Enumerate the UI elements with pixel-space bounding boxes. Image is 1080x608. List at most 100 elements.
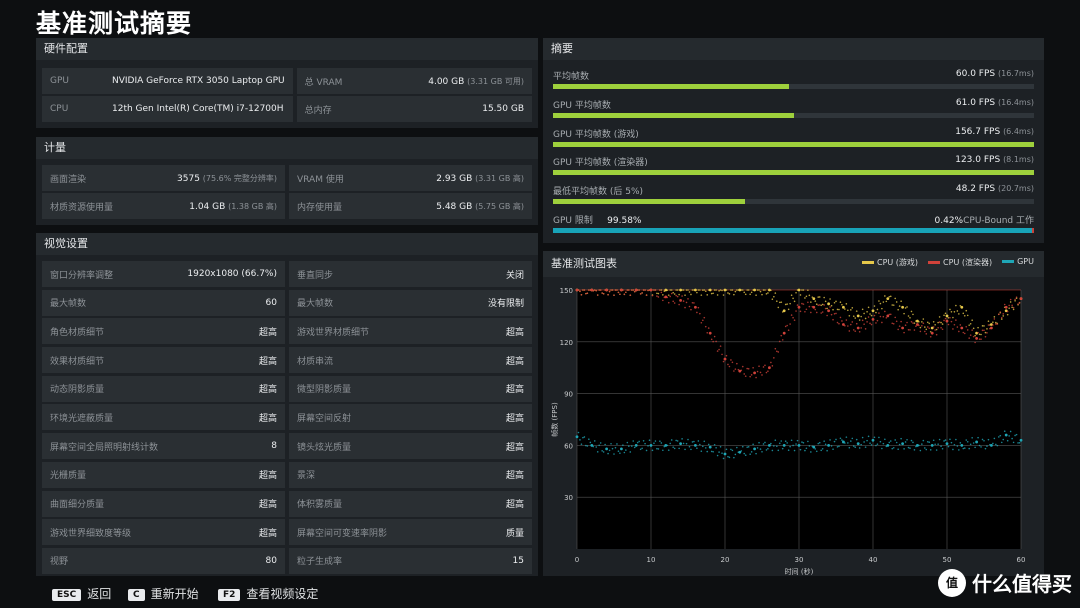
data-point — [734, 290, 737, 293]
setting-label: 曲面细分质量 — [50, 500, 105, 510]
legend-label: GPU — [1017, 257, 1034, 266]
data-point — [900, 300, 902, 303]
data-point — [697, 306, 700, 309]
data-point — [619, 452, 621, 454]
data-point — [845, 436, 848, 438]
data-point — [694, 444, 697, 447]
data-point — [747, 367, 750, 370]
setting-value: 80 — [265, 555, 277, 566]
data-point — [670, 289, 673, 291]
data-point — [706, 294, 709, 296]
data-point — [1008, 304, 1010, 307]
data-point — [673, 302, 676, 304]
data-point — [633, 446, 636, 449]
data-point — [836, 446, 839, 448]
data-point — [895, 320, 898, 323]
data-point — [588, 438, 590, 441]
data-point — [848, 314, 851, 317]
data-point — [1012, 441, 1015, 444]
data-point — [715, 289, 717, 291]
data-point — [787, 329, 790, 332]
data-point — [844, 308, 846, 310]
data-point — [634, 444, 638, 447]
legend-label: CPU (渲染器) — [943, 258, 993, 267]
data-point — [649, 288, 653, 292]
data-point — [832, 318, 834, 321]
hardware-panel: 硬件配置 GPU NVIDIA GeForce RTX 3050 Laptop G… — [36, 38, 538, 128]
summary-header: 摘要 — [543, 38, 1044, 60]
data-point — [995, 321, 997, 324]
legend-item: CPU (渲染器) — [928, 257, 992, 268]
data-point — [667, 449, 670, 451]
data-point — [778, 301, 781, 304]
esc-back-button[interactable]: ESC 返回 — [52, 585, 111, 602]
data-point — [841, 439, 843, 441]
data-point — [585, 444, 587, 447]
data-point — [836, 308, 839, 311]
data-point — [755, 452, 757, 455]
data-point — [750, 291, 753, 294]
data-point — [836, 321, 839, 324]
data-point — [681, 289, 683, 291]
data-point — [675, 289, 677, 291]
data-point — [662, 299, 664, 302]
data-point — [884, 295, 886, 297]
data-point — [704, 447, 707, 449]
data-point — [577, 289, 580, 291]
data-point — [773, 295, 775, 298]
data-point — [607, 452, 609, 455]
restart-button[interactable]: C 重新开始 — [128, 585, 199, 602]
data-point — [820, 304, 822, 307]
data-point — [664, 444, 668, 447]
watermark-logo: 值 — [938, 568, 966, 597]
data-point — [888, 295, 891, 298]
data-point — [799, 448, 802, 451]
data-point — [892, 304, 895, 306]
data-point — [818, 304, 821, 306]
data-point — [684, 294, 686, 296]
data-point — [980, 446, 982, 448]
data-point — [835, 312, 837, 315]
c-key: C — [128, 588, 145, 601]
setting-value: 质量 — [505, 528, 524, 539]
video-settings-button[interactable]: F2 查看视频设定 — [218, 585, 318, 602]
setting-value: 超高 — [505, 442, 524, 453]
data-point — [835, 300, 837, 303]
data-point — [876, 308, 879, 311]
summary-row: GPU 平均帧数 61.0 FPS (16.4ms) — [553, 95, 1034, 121]
data-point — [935, 333, 938, 336]
mat-value: 1.04 GB — [189, 201, 226, 212]
data-point — [789, 302, 791, 305]
data-point — [912, 313, 914, 316]
data-point — [786, 324, 788, 327]
data-point — [838, 308, 840, 311]
data-point — [799, 310, 802, 313]
data-point — [842, 305, 845, 309]
render-label: 画面渲染 — [50, 174, 87, 185]
data-point — [707, 443, 710, 446]
data-point — [708, 445, 712, 449]
data-point — [703, 289, 706, 291]
data-point — [934, 324, 936, 326]
data-point — [719, 445, 722, 448]
f2-label: 查看视频设定 — [246, 587, 319, 601]
data-point — [770, 442, 772, 445]
data-point — [875, 444, 877, 447]
data-point — [774, 347, 777, 350]
data-point — [864, 317, 867, 320]
setting-label: 微型阴影质量 — [297, 385, 352, 396]
data-point — [628, 445, 630, 447]
data-point — [996, 323, 999, 325]
data-point — [882, 315, 885, 318]
data-point — [904, 324, 907, 327]
data-point — [659, 289, 661, 291]
data-point — [589, 289, 592, 291]
data-point — [645, 294, 648, 296]
data-point — [929, 449, 932, 451]
data-point — [755, 376, 757, 379]
data-point — [648, 439, 651, 442]
data-point — [835, 438, 837, 441]
gpu-limit-label-group: GPU 限制 99.58% — [553, 213, 642, 226]
data-point — [710, 292, 713, 295]
data-point — [738, 369, 742, 373]
